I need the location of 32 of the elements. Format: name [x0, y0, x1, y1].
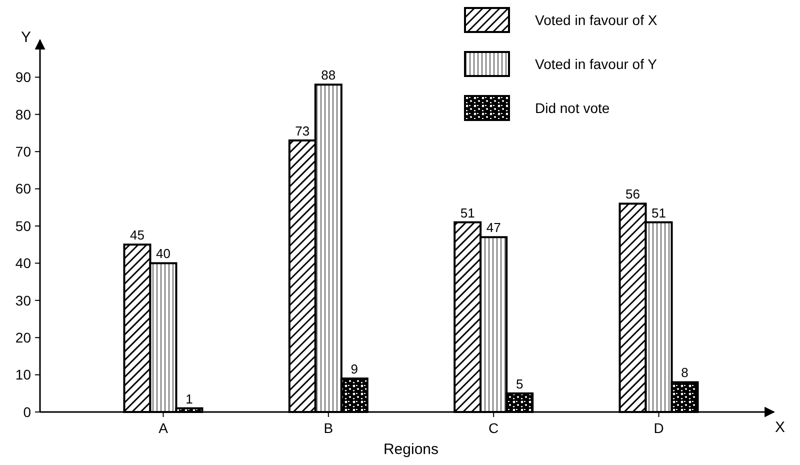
y-tick-label: 20: [15, 330, 32, 346]
legend-label: Voted in favour of Y: [535, 56, 658, 72]
y-tick-label: 70: [15, 144, 32, 160]
y-tick-label: 50: [15, 218, 32, 234]
y-tick-label: 90: [15, 69, 32, 86]
x-tick-label: C: [488, 420, 499, 436]
data-label: 51: [652, 205, 666, 220]
data-label: 88: [321, 68, 336, 83]
y-tick-label: 40: [15, 255, 32, 272]
legend-label: Voted in favour of X: [535, 12, 658, 28]
text: X: [774, 419, 786, 436]
data-label: 8: [681, 365, 688, 380]
data-label: 51: [460, 205, 475, 220]
y-tick-label: 80: [15, 106, 32, 122]
x-tick-label: A: [158, 420, 169, 436]
data-label: 56: [626, 186, 640, 202]
y-axis-title: Y: [20, 29, 32, 46]
data-label: 73: [295, 123, 310, 138]
y-tick-label: 10: [15, 366, 32, 383]
data-label: 40: [156, 246, 170, 262]
data-label: 9: [350, 362, 358, 377]
y-tick-label: 60: [15, 180, 32, 197]
y-tick-label: 0: [23, 404, 32, 420]
data-label: 47: [486, 220, 501, 236]
data-label: 1: [186, 391, 193, 406]
y-tick-label: 30: [15, 292, 32, 308]
data-label: 5: [516, 376, 524, 392]
legend-label: Did not vote: [535, 100, 610, 116]
x-tick-label: B: [324, 420, 334, 436]
x-axis-title: Regions: [383, 441, 439, 458]
x-tick-label: D: [654, 420, 664, 436]
data-label: 45: [130, 228, 144, 243]
